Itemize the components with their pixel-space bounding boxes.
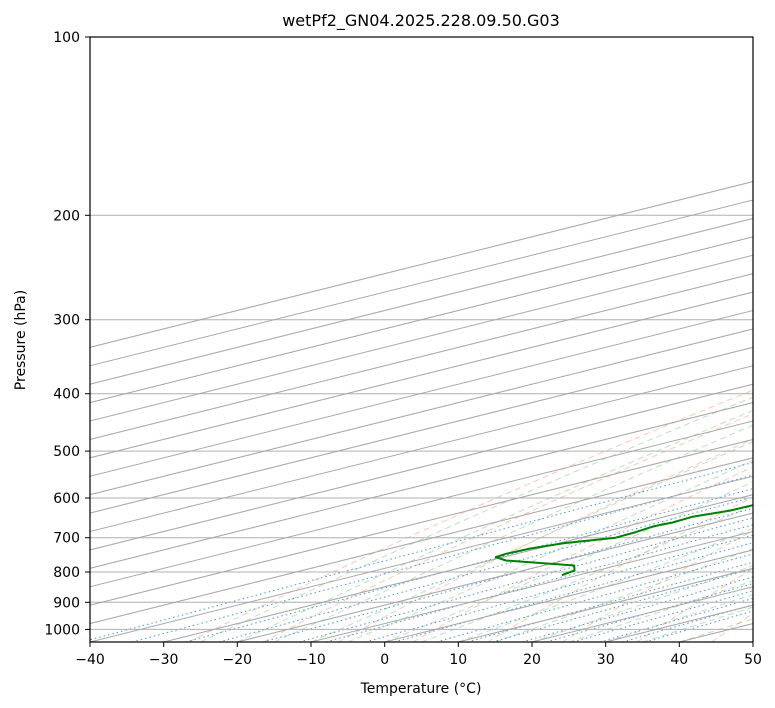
isotherm-line (90, 181, 753, 348)
isotherm-line (90, 217, 753, 385)
isotherm-line (90, 475, 753, 642)
isotherm-line (90, 273, 753, 440)
x-tick-label: 20 (523, 652, 541, 668)
isotherm-line (90, 420, 753, 588)
x-tick-label: 0 (380, 652, 389, 668)
isotherm-line (90, 254, 753, 422)
moist-adiabat-line (273, 424, 753, 642)
y-tick-label: 100 (53, 30, 80, 46)
x-tick-label: 40 (670, 652, 688, 668)
y-axis: 1000 900 800 700 600 500 400 300 200 100 (44, 30, 90, 638)
isotherm-gridlines (90, 181, 753, 642)
dry-adiabat-line (337, 438, 753, 642)
plot-area: -100-90-80-70-60-50-40-30-20-10010203040… (90, 37, 753, 642)
mixing-ratio-line (492, 568, 753, 642)
isotherm-line (90, 291, 753, 459)
dry-adiabat-line (188, 389, 753, 642)
mixing-ratio-line (365, 534, 753, 642)
moist-adiabat-line (237, 409, 753, 642)
isotherm-line (90, 236, 753, 404)
sounding-profiles (494, 504, 753, 577)
x-tick-label: −40 (75, 652, 105, 668)
x-axis: −40 −30 −20 −10 0 10 20 30 40 50 (75, 642, 762, 668)
mixing-ratio-line (521, 576, 753, 642)
chart-title: wetPf2_GN04.2025.228.09.50.G03 (282, 11, 560, 31)
dewpoint-profile (494, 504, 753, 577)
moist-adiabat-line (384, 481, 753, 642)
dry-adiabat-line (562, 530, 753, 642)
isotherm-line (90, 457, 753, 625)
y-tick-label: 200 (53, 208, 80, 224)
x-tick-label: −30 (149, 652, 179, 668)
x-tick-label: 50 (744, 652, 762, 668)
y-tick-label: 700 (53, 531, 80, 547)
moist-adiabat-line (421, 504, 753, 642)
y-tick-label: 600 (53, 491, 80, 507)
x-tick-label: 30 (597, 652, 615, 668)
isotherm-line (90, 328, 753, 496)
dry-adiabat-line (487, 496, 753, 642)
dry-adiabat-line (263, 413, 753, 642)
moist-adiabat-line (458, 527, 753, 642)
isotherm-line (90, 383, 753, 551)
y-tick-label: 500 (53, 444, 80, 460)
y-tick-label: 800 (53, 565, 80, 581)
mixing-ratio-line (394, 542, 753, 642)
y-tick-label: 1000 (44, 622, 80, 638)
y-axis-label: Pressure (hPa) (13, 290, 29, 390)
mixing-ratio-line (546, 583, 753, 642)
mixing-ratio-line (90, 461, 753, 641)
x-tick-label: −10 (296, 652, 326, 668)
isotherm-line (163, 494, 753, 642)
y-tick-label: 300 (53, 313, 80, 329)
isotherm-line (90, 309, 753, 477)
mixing-ratio-line (218, 496, 753, 642)
moist-adiabat-line (495, 548, 753, 642)
x-axis-label: Temperature (°C) (360, 681, 482, 697)
y-tick-label: 900 (53, 595, 80, 611)
mixing-ratio-line (599, 597, 753, 642)
moist-adiabat-line (568, 580, 753, 642)
mixing-ratio-line (572, 590, 753, 642)
isotherm-line (237, 512, 753, 642)
x-tick-label: 10 (449, 652, 467, 668)
y-tick-label: 400 (53, 387, 80, 403)
isotherm-line (90, 402, 753, 569)
moist-adiabat-line (200, 396, 753, 642)
isotherm-line (90, 438, 753, 606)
isotherm-line (310, 530, 753, 642)
isotherm-line (90, 199, 753, 367)
x-tick-label: −20 (223, 652, 253, 668)
plot-frame (89, 36, 754, 643)
